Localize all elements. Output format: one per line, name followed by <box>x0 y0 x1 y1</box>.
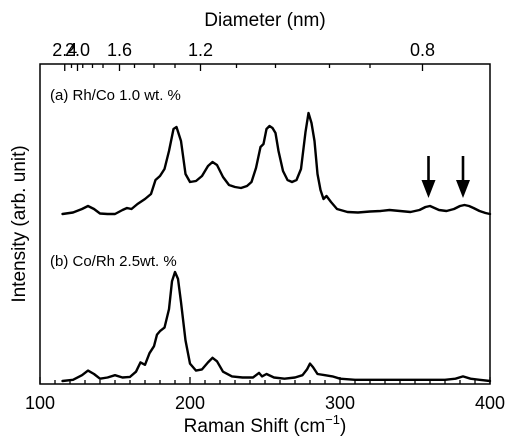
x-tick-label: 300 <box>325 393 355 413</box>
spectrum-line-b <box>61 270 492 383</box>
x-tick-label: 400 <box>475 393 505 413</box>
x-tick-label: 100 <box>25 393 55 413</box>
top-tick-label: 0.8 <box>410 40 435 60</box>
x-tick-label: 200 <box>175 393 205 413</box>
chart-marks: 100 200 300 400 2.42.0 1.6 1.2 0.8 <box>25 40 505 413</box>
series-label-a: (a) Rh/Co 1.0 wt. % <box>50 87 181 104</box>
y-axis-title: Intensity (arb. unit) <box>9 145 30 302</box>
top-tick-label: 1.6 <box>107 40 132 60</box>
top-tick-label: 2.4 <box>52 40 77 60</box>
x-axis-title-close: ) <box>340 416 346 437</box>
plot-frame <box>39 63 491 385</box>
x-axis-title-main: Raman Shift (cm <box>184 416 325 437</box>
top-tick-label: 1.2 <box>188 40 213 60</box>
top-axis-title: Diameter (nm) <box>204 10 325 31</box>
top-tick-label: 2.0 <box>65 40 90 60</box>
arrow-head <box>456 180 470 198</box>
x-axis-title-superscript: −1 <box>325 412 340 427</box>
series-label-b: (b) Co/Rh 2.5wt. % <box>50 253 177 270</box>
arrow-head <box>421 180 436 198</box>
x-axis-title: Raman Shift (cm−1) <box>184 412 347 437</box>
spectrum-line-a <box>61 111 492 216</box>
